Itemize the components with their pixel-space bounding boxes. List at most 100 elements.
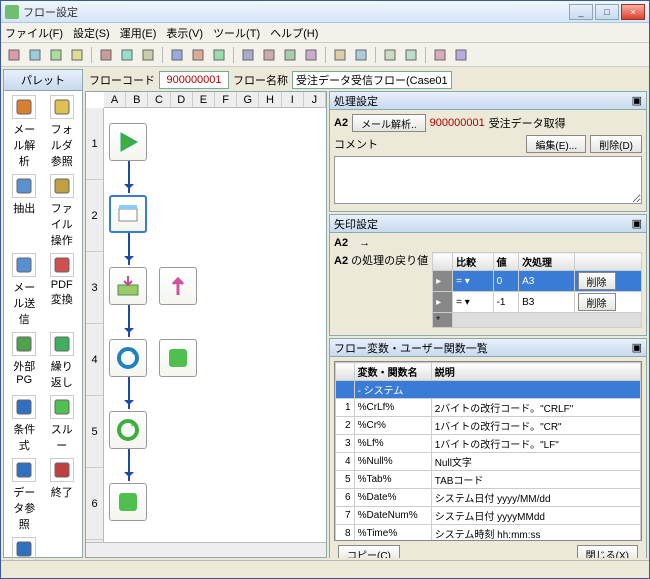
palette-item[interactable]: データ更新 bbox=[6, 535, 43, 560]
flow-node[interactable] bbox=[109, 123, 147, 161]
toolbar-button[interactable] bbox=[239, 46, 257, 64]
flow-arrow[interactable] bbox=[128, 305, 130, 337]
flow-grid[interactable]: ABCDEFGHIJ 123456 bbox=[85, 91, 327, 558]
panel-pin-icon[interactable]: ▣ bbox=[632, 341, 642, 354]
toolbar-button[interactable] bbox=[118, 46, 136, 64]
flow-node[interactable] bbox=[159, 267, 197, 305]
flow-node[interactable] bbox=[159, 339, 197, 377]
flow-node[interactable] bbox=[109, 411, 147, 449]
toolbar-button[interactable] bbox=[260, 46, 278, 64]
process-type-button[interactable]: メール解析.. bbox=[352, 114, 426, 132]
copy-button[interactable]: コピー(C) bbox=[338, 545, 400, 558]
toolbar-button[interactable] bbox=[5, 46, 23, 64]
arrow-row[interactable]: ▸= ▾0A3削除 bbox=[433, 271, 642, 292]
toolbar-button[interactable] bbox=[352, 46, 370, 64]
palette-item[interactable]: 抽出 bbox=[6, 172, 43, 250]
toolbar-button[interactable] bbox=[97, 46, 115, 64]
flow-name-label: フロー名称 bbox=[233, 72, 288, 88]
arrow-panel-title: 矢印設定 bbox=[334, 216, 378, 232]
var-row[interactable]: 3%Lf%1バイトの改行コード。"LF" bbox=[336, 435, 641, 453]
arrow-row[interactable]: ▸= ▾-1B3削除 bbox=[433, 292, 642, 313]
process-code: 900000001 bbox=[430, 117, 485, 129]
arrow-table[interactable]: 比較値次処理 ▸= ▾0A3削除▸= ▾-1B3削除 * bbox=[432, 252, 642, 328]
arrow-del-button[interactable]: 削除 bbox=[578, 293, 616, 311]
palette-item[interactable]: PDF変換 bbox=[44, 251, 81, 329]
menu-item[interactable]: 設定(S) bbox=[73, 25, 110, 41]
flow-code-label: フローコード bbox=[89, 72, 155, 88]
panel-pin-icon[interactable]: ▣ bbox=[632, 94, 642, 107]
vars-table-scroll[interactable]: 変数・関数名説明 - システム 1%CrLf%2バイトの改行コード。"CRLF"… bbox=[334, 361, 642, 541]
toolbar-button[interactable] bbox=[47, 46, 65, 64]
titlebar[interactable]: フロー設定 _ □ × bbox=[1, 1, 649, 23]
toolbar-button[interactable] bbox=[68, 46, 86, 64]
arrow-del-button[interactable]: 削除 bbox=[578, 272, 616, 290]
toolbar-button[interactable] bbox=[331, 46, 349, 64]
palette-title: パレット bbox=[4, 70, 82, 91]
toolbar-button[interactable] bbox=[402, 46, 420, 64]
arrow-panel: 矢印設定▣ A2 → A2 の処理の戻り値 比較値次処理 ▸= ▾0A3削除▸=… bbox=[329, 214, 647, 336]
palette-item[interactable]: メール解析 bbox=[6, 93, 43, 171]
menu-item[interactable]: 表示(V) bbox=[166, 25, 203, 41]
toolbar-button[interactable] bbox=[281, 46, 299, 64]
palette-item[interactable]: 条件式 bbox=[6, 393, 43, 455]
vars-table[interactable]: 変数・関数名説明 - システム 1%CrLf%2バイトの改行コード。"CRLF"… bbox=[335, 362, 641, 541]
toolbar-button[interactable] bbox=[452, 46, 470, 64]
toolbar-button[interactable] bbox=[302, 46, 320, 64]
var-row[interactable]: 4%Null%Null文字 bbox=[336, 453, 641, 471]
process-panel: 処理設定▣ A2 メール解析.. 900000001 受注データ取得 コメント bbox=[329, 91, 647, 212]
close-panel-button[interactable]: 閉じる(X) bbox=[577, 545, 638, 558]
var-row[interactable]: 2%Cr%1バイトの改行コード。"CR" bbox=[336, 417, 641, 435]
var-row[interactable]: 1%CrLf%2バイトの改行コード。"CRLF" bbox=[336, 399, 641, 417]
flow-code-input[interactable] bbox=[159, 71, 229, 89]
palette-item[interactable]: スルー bbox=[44, 393, 81, 455]
maximize-button[interactable]: □ bbox=[595, 4, 619, 20]
statusbar bbox=[1, 560, 649, 578]
palette-item[interactable]: 外部PG bbox=[6, 330, 43, 392]
close-button[interactable]: × bbox=[621, 4, 645, 20]
toolbar-button[interactable] bbox=[431, 46, 449, 64]
palette-item[interactable]: 繰り返し bbox=[44, 330, 81, 392]
menu-item[interactable]: ツール(T) bbox=[213, 25, 260, 41]
main-window: フロー設定 _ □ × ファイル(F) 設定(S) 運用(E) 表示(V) ツール(T)… bbox=[0, 0, 650, 579]
flow-name-input[interactable] bbox=[292, 71, 452, 89]
toolbar-button[interactable] bbox=[381, 46, 399, 64]
var-row[interactable]: 6%Date%システム日付 yyyy/MM/dd bbox=[336, 489, 641, 507]
palette-item[interactable]: データ参照 bbox=[6, 456, 43, 534]
var-row[interactable]: 7%DateNum%システム日付 yyyyMMdd bbox=[336, 507, 641, 525]
process-cell: A2 bbox=[334, 117, 348, 129]
palette-item[interactable]: メール送信 bbox=[6, 251, 43, 329]
flow-arrow[interactable] bbox=[128, 449, 130, 481]
delete-button[interactable]: 削除(D) bbox=[590, 135, 642, 153]
flow-node[interactable] bbox=[109, 339, 147, 377]
menu-item[interactable]: ファイル(F) bbox=[5, 25, 63, 41]
palette-item[interactable]: 終了 bbox=[44, 456, 81, 534]
toolbar-button[interactable] bbox=[26, 46, 44, 64]
palette-item[interactable]: フォルダ参照 bbox=[44, 93, 81, 171]
palette-item[interactable] bbox=[44, 535, 81, 560]
var-row[interactable]: 5%Tab%TABコード bbox=[336, 471, 641, 489]
h-scrollbar[interactable] bbox=[86, 542, 326, 557]
comment-textarea[interactable] bbox=[334, 156, 642, 204]
minimize-button[interactable]: _ bbox=[569, 4, 593, 20]
toolbar-button[interactable] bbox=[168, 46, 186, 64]
menu-item[interactable]: 運用(E) bbox=[120, 25, 157, 41]
window-title: フロー設定 bbox=[23, 4, 569, 20]
toolbar-button[interactable] bbox=[139, 46, 157, 64]
arrow-icon: → bbox=[359, 237, 370, 249]
var-row[interactable]: 8%Time%システム時刻 hh:mm:ss bbox=[336, 525, 641, 542]
flow-node[interactable] bbox=[109, 483, 147, 521]
arrow-cell: A2 bbox=[334, 237, 348, 249]
flow-node[interactable] bbox=[109, 267, 147, 305]
palette-item[interactable]: ファイル操作 bbox=[44, 172, 81, 250]
menu-item[interactable]: ヘルプ(H) bbox=[270, 25, 318, 41]
toolbar-button[interactable] bbox=[210, 46, 228, 64]
edit-button[interactable]: 編集(E)... bbox=[526, 135, 586, 153]
toolbar-button[interactable] bbox=[189, 46, 207, 64]
flow-arrow[interactable] bbox=[128, 233, 130, 265]
flow-arrow[interactable] bbox=[128, 377, 130, 409]
menubar: ファイル(F) 設定(S) 運用(E) 表示(V) ツール(T) ヘルプ(H) bbox=[1, 23, 649, 43]
flow-node[interactable] bbox=[109, 195, 147, 233]
panel-pin-icon[interactable]: ▣ bbox=[632, 217, 642, 230]
flow-arrow[interactable] bbox=[128, 161, 130, 193]
process-desc: 受注データ取得 bbox=[489, 115, 566, 131]
